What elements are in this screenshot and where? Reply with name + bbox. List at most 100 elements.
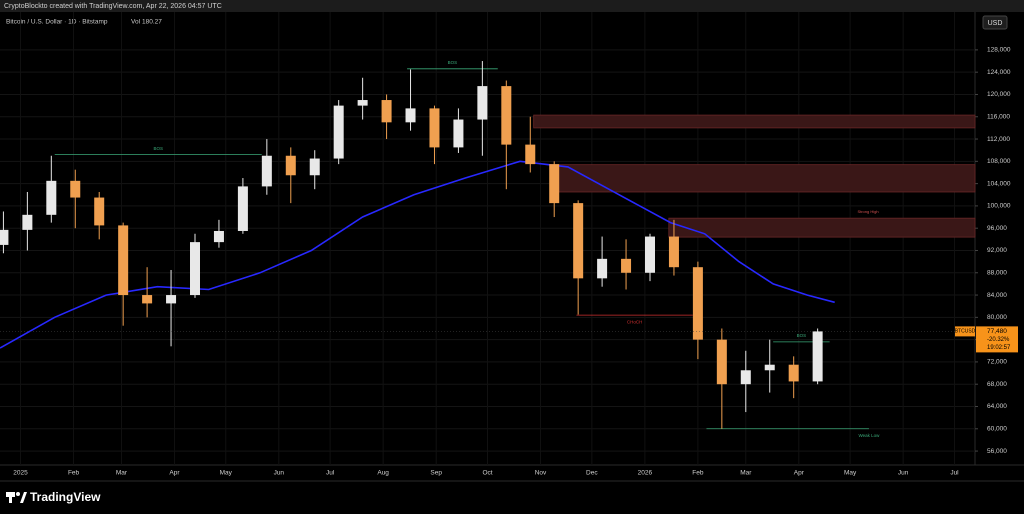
volume: 180.27 bbox=[142, 19, 162, 26]
y-tick-label: 60,000 bbox=[987, 426, 1007, 433]
x-tick-label: Apr bbox=[794, 470, 805, 477]
candle-body bbox=[716, 339, 727, 385]
supply-zone bbox=[555, 164, 976, 193]
brand: TradingView bbox=[30, 490, 101, 504]
x-tick-label: Aug bbox=[377, 470, 389, 477]
y-tick-label: 128,000 bbox=[987, 47, 1011, 54]
logo-part bbox=[20, 492, 27, 503]
candle-body bbox=[549, 164, 560, 204]
y-tick-label: 104,000 bbox=[987, 180, 1011, 187]
candle-body bbox=[405, 108, 416, 123]
x-tick-label: Mar bbox=[740, 470, 752, 477]
last-price: 77,480 bbox=[987, 328, 1007, 335]
x-tick-label: Feb bbox=[68, 470, 80, 477]
candle-body bbox=[285, 155, 296, 176]
y-tick-label: 92,000 bbox=[987, 247, 1007, 254]
moving-average bbox=[0, 160, 835, 349]
y-tick-label: 88,000 bbox=[987, 269, 1007, 276]
candle-body bbox=[525, 144, 536, 165]
y-tick-label: 56,000 bbox=[987, 448, 1007, 455]
x-tick-label: 2026 bbox=[638, 470, 653, 477]
price-tag bbox=[976, 326, 1018, 353]
candle-body bbox=[573, 203, 584, 279]
candle-body bbox=[668, 236, 679, 268]
y-tick-label: 68,000 bbox=[987, 381, 1007, 388]
x-tick-label: Mar bbox=[116, 470, 128, 477]
logo-part bbox=[9, 492, 12, 503]
structure-label: BOS bbox=[153, 146, 163, 151]
x-tick-label: Nov bbox=[535, 470, 547, 477]
structure-label: Weak Low bbox=[858, 433, 880, 438]
logo-part bbox=[16, 492, 20, 496]
x-tick-label: Oct bbox=[482, 470, 492, 477]
y-tick-label: 120,000 bbox=[987, 91, 1011, 98]
countdown: 19:02:57 bbox=[987, 345, 1011, 351]
candle-body bbox=[692, 267, 703, 340]
candle-body bbox=[357, 100, 368, 106]
candle-body bbox=[142, 295, 153, 304]
y-tick-label: 64,000 bbox=[987, 403, 1007, 410]
candle-body bbox=[645, 236, 655, 273]
y-tick-label: 108,000 bbox=[987, 158, 1011, 165]
candle-body bbox=[309, 158, 320, 176]
x-tick-label: May bbox=[844, 470, 857, 477]
x-tick-label: Apr bbox=[169, 470, 180, 477]
currency-box[interactable] bbox=[982, 15, 1008, 30]
brand-logo bbox=[6, 492, 27, 503]
y-tick-label: 100,000 bbox=[987, 203, 1011, 210]
structure-label: CHoCH bbox=[627, 319, 643, 324]
y-tick-label: 80,000 bbox=[987, 314, 1007, 321]
last-change: -20.32% bbox=[987, 337, 1010, 343]
candle-body bbox=[70, 180, 81, 198]
symbol: Bitcoin / U.S. Dollar · 1D · Bitstamp bbox=[6, 19, 108, 26]
x-tick-label: Jun bbox=[274, 470, 285, 477]
x-tick-label: Jul bbox=[950, 470, 959, 477]
candle-body bbox=[788, 364, 799, 382]
supply-zone bbox=[533, 114, 976, 129]
candle-body bbox=[621, 258, 632, 273]
x-tick-label: Jun bbox=[898, 470, 909, 477]
candle-body bbox=[166, 295, 177, 304]
structure-label: BOS bbox=[797, 333, 807, 338]
symbol-label: BTCUSD bbox=[955, 329, 976, 335]
zone-label: Strong High bbox=[857, 209, 878, 214]
x-tick-label: Feb bbox=[692, 470, 704, 477]
header-bar bbox=[0, 0, 1024, 12]
y-tick-label: 116,000 bbox=[987, 113, 1010, 120]
volume-label: Vol bbox=[131, 19, 141, 26]
x-tick-label: May bbox=[220, 470, 233, 477]
y-tick-label: 84,000 bbox=[987, 292, 1007, 299]
candle-body bbox=[764, 364, 775, 371]
y-tick-label: 72,000 bbox=[987, 359, 1007, 366]
candle-body bbox=[261, 155, 272, 187]
symbol-tag bbox=[955, 326, 975, 337]
candle-body bbox=[477, 86, 488, 120]
candle-body bbox=[213, 230, 224, 243]
credit: CryptoBlockto created with TradingView.c… bbox=[4, 3, 222, 10]
candle-body bbox=[190, 242, 200, 296]
candle-body bbox=[812, 331, 823, 382]
candle-body bbox=[94, 197, 105, 226]
x-tick-label: Jul bbox=[326, 470, 335, 477]
currency[interactable]: USD bbox=[988, 20, 1003, 27]
candle-body bbox=[740, 370, 751, 385]
candle-body bbox=[501, 86, 512, 145]
candle-body bbox=[118, 225, 129, 296]
y-tick-label: 112,000 bbox=[987, 136, 1010, 143]
structure-label: BOS bbox=[448, 60, 458, 65]
y-tick-label: 124,000 bbox=[987, 69, 1011, 76]
x-tick-label: 2025 bbox=[13, 470, 28, 477]
candle-body bbox=[46, 180, 57, 215]
candle-body bbox=[429, 108, 440, 148]
supply-zone bbox=[668, 217, 976, 238]
candle-body bbox=[453, 119, 464, 148]
x-tick-label: Dec bbox=[586, 470, 598, 477]
candle-body bbox=[22, 214, 33, 230]
candle-body bbox=[597, 258, 608, 279]
candle-body bbox=[333, 105, 344, 159]
y-tick-label: 96,000 bbox=[987, 225, 1007, 232]
candle-body bbox=[381, 100, 392, 123]
candle-body bbox=[0, 229, 9, 245]
